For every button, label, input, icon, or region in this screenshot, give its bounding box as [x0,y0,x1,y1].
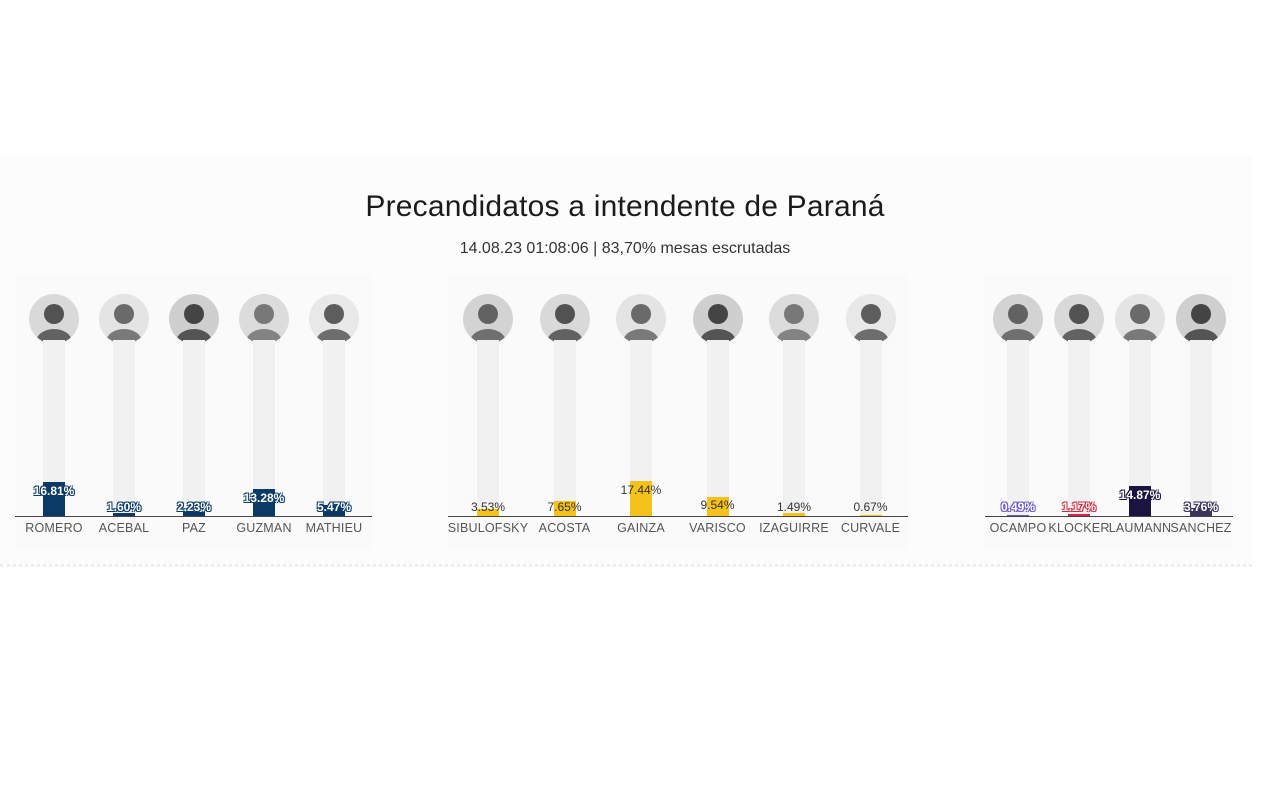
candidate-photo [769,294,819,344]
candidate-acebal: 1.60% ACEBAL [84,276,164,548]
bar-track [859,340,882,516]
bar-track [477,340,499,516]
category-label: OCAMPO [989,521,1047,535]
candidate-photo [29,294,79,344]
bar [630,481,652,516]
category-label: GAINZA [617,521,665,535]
bar-track [553,340,576,516]
party-group-3: 0.49% OCAMPO 1.17% KLOCKER 14.87% LAUMANN 3.76… [985,276,1233,548]
baseline [985,516,1233,517]
category-label: PAZ [182,521,206,535]
data-label: 13.28% [243,491,285,506]
data-label: 2.23% [176,500,212,514]
baseline [15,516,372,517]
candidate-acosta: 7.65% ACOSTA [525,276,605,548]
data-label: 1.49% [776,500,812,514]
category-label: IZAGUIRRE [759,521,829,535]
bar [183,511,205,516]
candidate-gainza: 17.44% GAINZA [601,276,681,548]
bar [253,489,275,516]
candidate-ocampo: 0.49% OCAMPO [978,276,1058,548]
category-label: GUZMAN [236,521,292,535]
bar [113,512,135,516]
data-label: 0.49% [1000,500,1036,514]
candidate-sibulofsky: 3.53% SIBULOFSKY [448,276,528,548]
candidate-curvale: 0.67% CURVALE [831,276,911,548]
candidate-sanchez: 3.76% SANCHEZ [1161,276,1241,548]
bar-track [113,340,135,516]
data-label: 1.17% [1061,500,1097,514]
bar-track [43,340,65,516]
bar-track [1007,340,1029,516]
data-label: 16.81% [33,484,75,499]
candidate-guzman: 13.28% GUZMAN [224,276,304,548]
bar [1190,508,1212,516]
candidate-photo [1115,294,1165,344]
bar [1007,515,1029,516]
data-label: 0.67% [853,500,888,514]
candidate-photo [309,294,359,344]
data-label: 9.54% [700,498,735,513]
candidate-mathieu: 5.47% MATHIEU [294,276,374,548]
candidate-photo [239,294,289,344]
bar-track [1068,340,1090,516]
category-label: ROMERO [25,521,83,535]
category-label: ACOSTA [538,521,591,535]
category-label: VARISCO [689,521,746,535]
candidate-photo [993,294,1043,344]
candidate-klocker: 1.17% KLOCKER [1039,276,1119,548]
candidate-laumann: 14.87% LAUMANN [1100,276,1180,548]
candidate-photo [845,294,896,344]
data-label: 3.53% [470,500,506,514]
party-group-2: 3.53% SIBULOFSKY 7.65% ACOSTA 17.44% GAINZA 9.… [448,276,908,548]
bar-track [253,340,275,516]
category-label: SIBULOFSKY [447,521,529,535]
bar-track [183,340,205,516]
candidate-izaguirre: 1.49% IZAGUIRRE [754,276,834,548]
data-label: 5.47% [316,500,352,514]
data-label: 7.65% [547,500,582,514]
results-panel: Precandidatos a intendente de Paraná 14.… [0,156,1252,567]
candidate-paz: 2.23% PAZ [154,276,234,548]
candidate-photo [692,294,743,344]
candidate-photo [616,294,666,344]
category-label: CURVALE [840,521,901,535]
bar [553,500,576,516]
bar-track [1190,340,1212,516]
data-label: 1.60% [106,500,142,514]
category-label: ACEBAL [98,521,150,535]
candidate-photo [99,294,149,344]
bar-track [783,340,805,516]
bar [859,514,882,516]
category-label: KLOCKER [1048,521,1110,535]
bar [783,513,805,516]
candidate-romero: 16.81% ROMERO [14,276,94,548]
data-label: 3.76% [1183,500,1219,514]
data-label: 14.87% [1119,488,1161,503]
baseline [448,516,908,517]
category-label: LAUMANN [1108,521,1172,535]
candidate-photo [1176,294,1226,344]
candidate-varisco: 9.54% VARISCO [678,276,758,548]
candidate-photo [539,294,590,344]
candidate-photo [1054,294,1104,344]
candidate-photo [463,294,513,344]
bar-track [323,340,345,516]
bar-track [630,340,652,516]
bar [323,505,345,516]
data-label: 17.44% [620,483,662,498]
candidate-photo [169,294,219,344]
category-label: MATHIEU [305,521,363,535]
bar [1068,513,1090,516]
category-label: SANCHEZ [1170,521,1232,535]
bar [43,482,65,516]
chart-title: Precandidatos a intendente de Paraná [365,190,885,223]
bar [1129,486,1151,516]
chart-subtitle: 14.08.23 01:08:06 | 83,70% mesas escruta… [459,240,791,257]
bar [477,508,499,516]
bar [706,496,729,516]
party-group-1: 16.81% ROMERO 1.60% ACEBAL 2.23% PAZ 13.28% GUZ… [15,276,372,548]
bar-track [1129,340,1151,516]
bar-track [706,340,729,516]
